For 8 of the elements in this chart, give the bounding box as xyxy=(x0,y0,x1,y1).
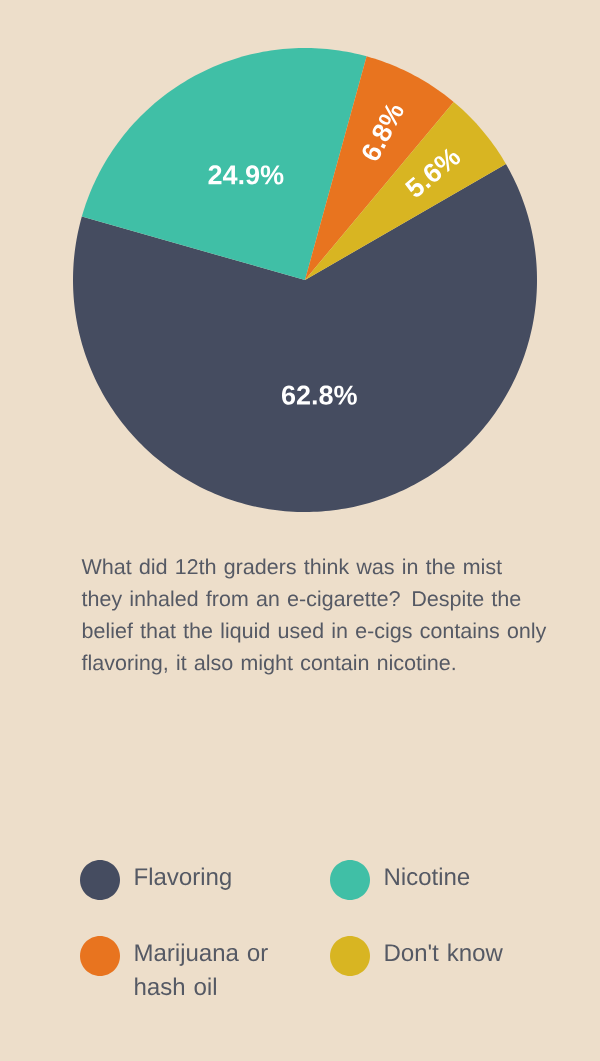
text: What did 12th graders think was in the mist they inhaled from an e-cigarette? Despite the belief that the liquid used in e-cigs contains only flavoring, it also might contain nicotine. xyxy=(81,558,547,675)
data-label: 6.8% xyxy=(362,104,404,161)
legend-label: Don't know xyxy=(385,943,503,962)
legend-label: Flavoring xyxy=(135,867,231,890)
data-label: 24.9% xyxy=(208,165,284,185)
legend-label: Nicotine xyxy=(385,867,470,886)
data-label: 62.8% xyxy=(281,385,357,405)
legend-label: Marijuana or hash oil xyxy=(135,943,268,996)
